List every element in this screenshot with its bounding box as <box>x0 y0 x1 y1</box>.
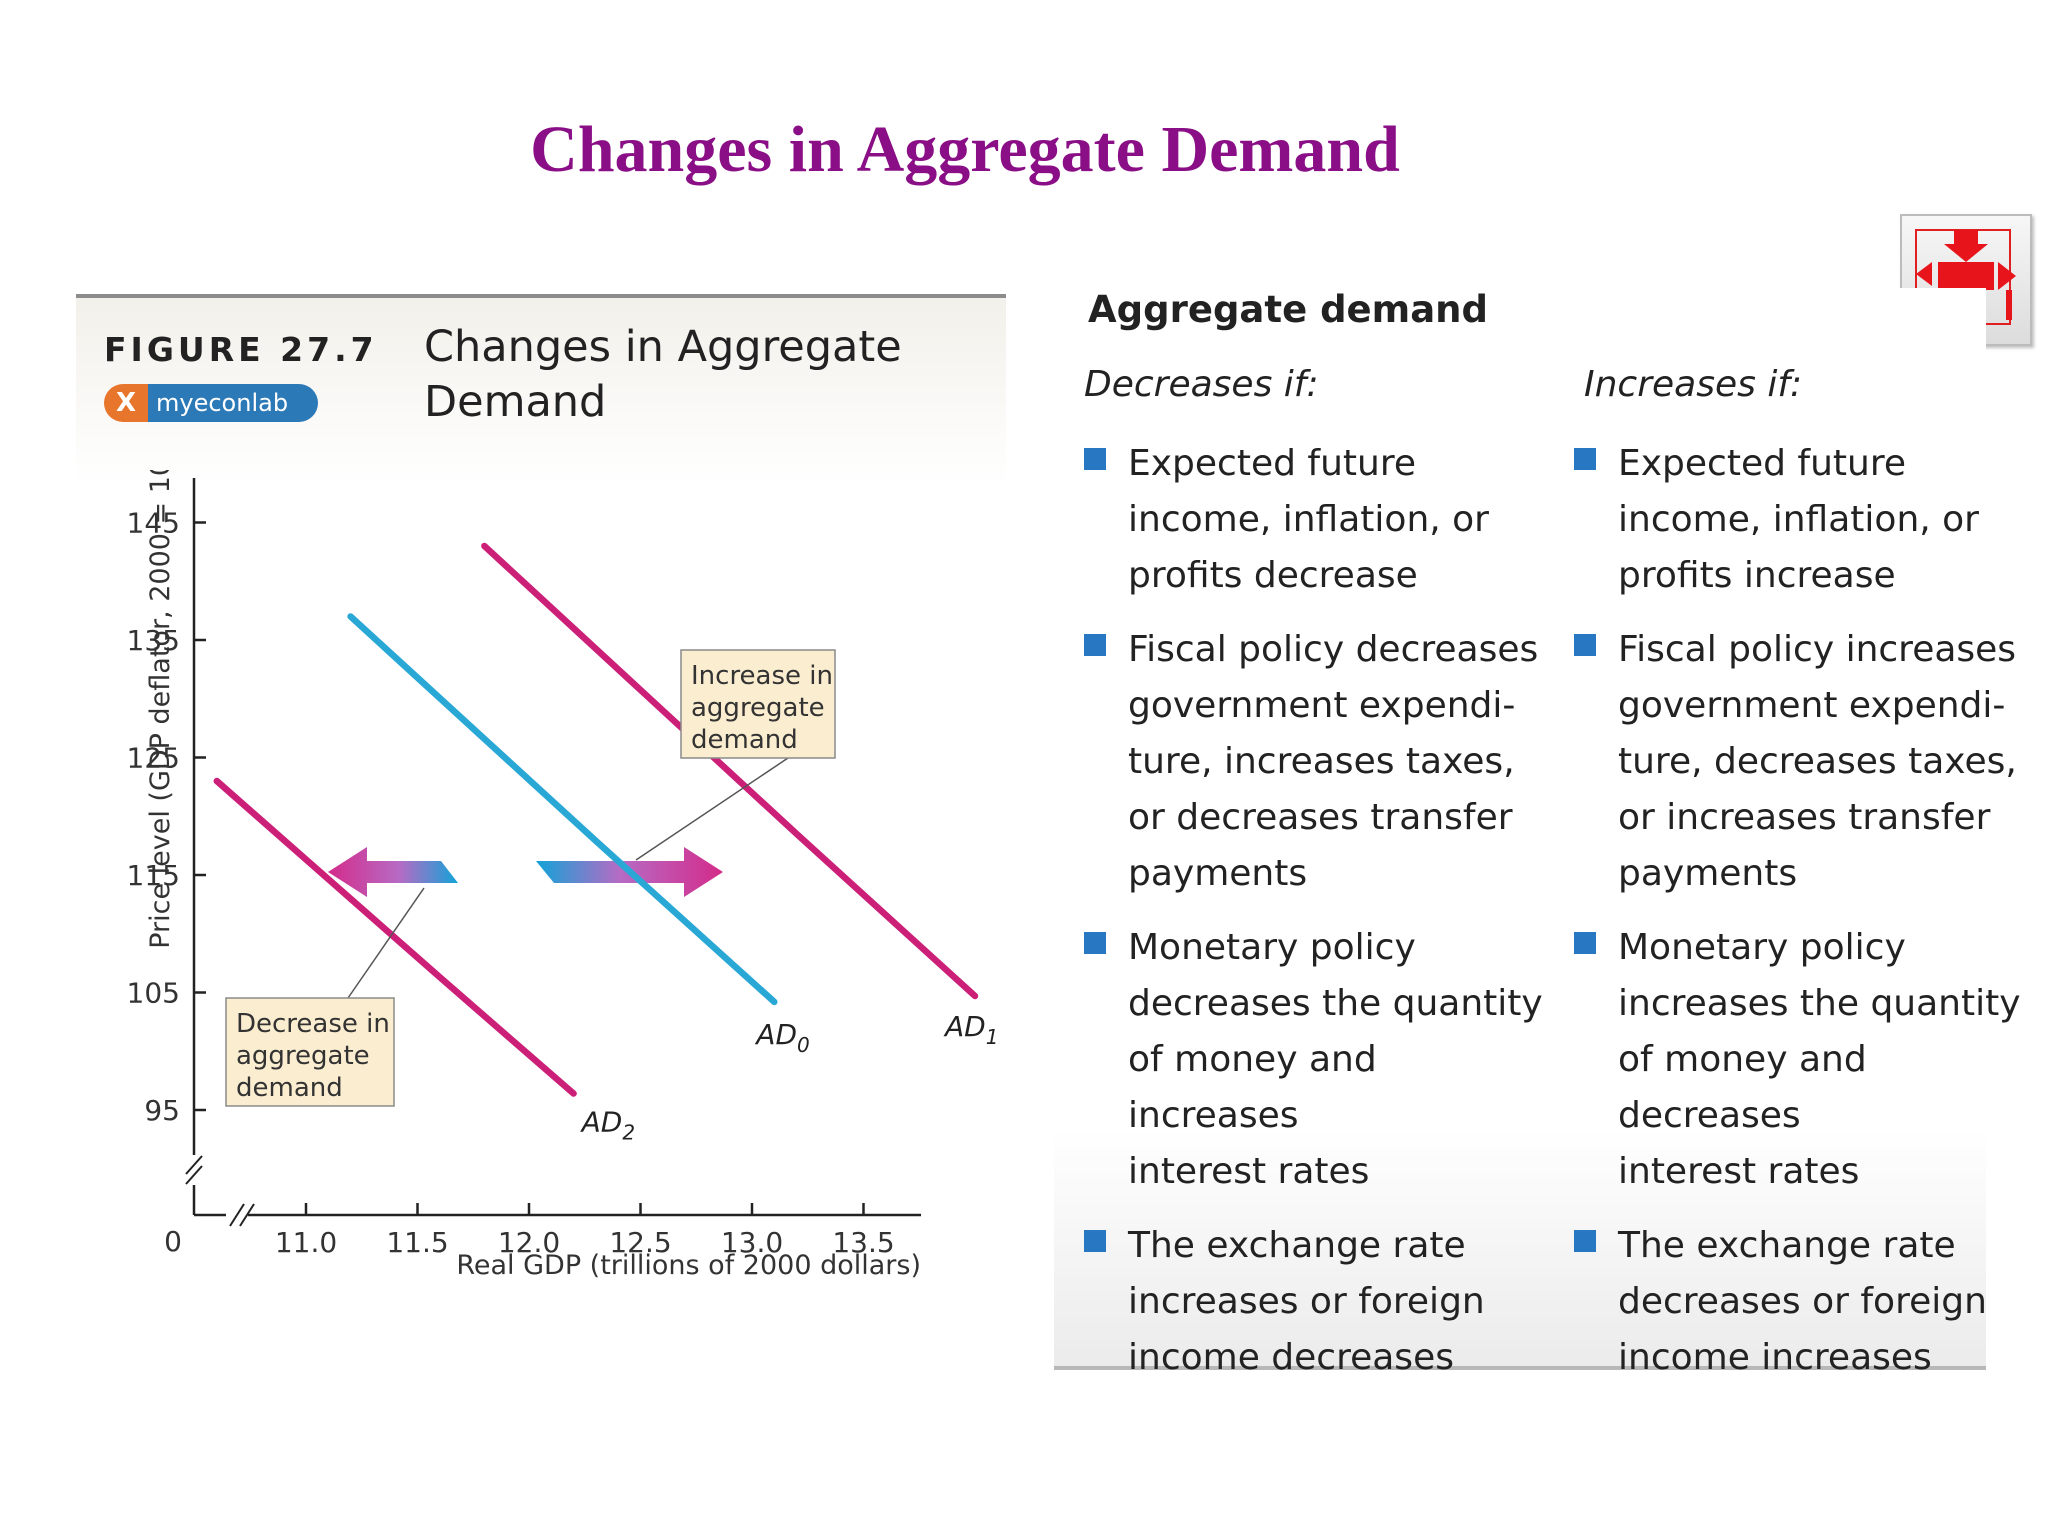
list-item: Expected future income, inflation, or pr… <box>1574 436 2034 604</box>
origin-label: 0 <box>164 1225 182 1258</box>
figure-top-rule <box>76 294 1006 298</box>
series-label-subscript: 2 <box>622 1121 635 1145</box>
item-text: The exchange rate increases or foreign i… <box>1128 1225 1485 1378</box>
annotation-box <box>680 649 836 759</box>
square-bullet-icon <box>1574 1230 1596 1252</box>
x-tick-label: 11.0 <box>275 1226 337 1259</box>
myeconlab-badge: X myeconlab <box>104 384 318 422</box>
square-bullet-icon <box>1084 1230 1106 1252</box>
myeconlab-logo-icon: X <box>116 388 137 418</box>
x-tick-label: 11.5 <box>386 1226 448 1259</box>
square-bullet-icon <box>1574 448 1596 470</box>
y-tick-label: 125 <box>127 742 180 775</box>
annotation-text-line: demand <box>236 1073 343 1103</box>
list-item: Fiscal policy increases government expen… <box>1574 622 2034 902</box>
item-text: Fiscal policy increases government expen… <box>1618 629 2017 894</box>
square-bullet-icon <box>1084 634 1106 656</box>
y-tick-label: 145 <box>127 507 180 540</box>
series-label-name: AD <box>943 1010 986 1043</box>
slide-title: Changes in Aggregate Demand <box>530 113 1400 186</box>
annotation-text-line: aggregate <box>691 693 825 723</box>
y-axis-label: Price level (GDP deflator, 2000 = 100) <box>145 470 176 949</box>
item-text: Monetary policy increases the quantity o… <box>1618 927 2021 1192</box>
y-tick-label: 115 <box>127 859 180 892</box>
figure-title: Changes in Aggregate Demand <box>424 320 984 430</box>
x-axis-break-icon <box>229 1203 245 1227</box>
list-item: Monetary policy decreases the quantity o… <box>1084 920 1544 1200</box>
series-label-name: AD <box>580 1106 623 1139</box>
demand-curve-ad2 <box>213 777 577 1097</box>
square-bullet-icon <box>1084 448 1106 470</box>
list-item: The exchange rate increases or foreign i… <box>1084 1218 1544 1386</box>
increases-column: Expected future income, inflation, or pr… <box>1574 436 2034 1404</box>
brand-name: myeconlab <box>156 389 289 417</box>
list-item: Fiscal policy decreases government expen… <box>1084 622 1544 902</box>
series-label-ad0: AD0 <box>754 1018 809 1057</box>
series-label-ad2: AD2 <box>580 1106 635 1145</box>
x-tick-label: 13.0 <box>721 1226 783 1259</box>
list-item: Expected future income, inflation, or pr… <box>1084 436 1544 604</box>
determinants-bottom-rule <box>1054 1366 1986 1370</box>
list-item: The exchange rate decreases or foreign i… <box>1574 1218 2034 1386</box>
item-text: Expected future income, inflation, or pr… <box>1128 443 1489 596</box>
annotation-text-line: aggregate <box>236 1041 370 1071</box>
demand-curve-ad1 <box>481 542 979 1000</box>
table-heading: Aggregate demand <box>1088 288 1488 331</box>
annotation-text-line: demand <box>691 725 798 755</box>
y-tick-label: 95 <box>144 1094 180 1127</box>
leftward-shift-arrow <box>328 847 458 897</box>
x-tick-label: 13.5 <box>832 1226 894 1259</box>
series-label-name: AD <box>754 1018 797 1051</box>
annotation-leader-line <box>635 757 789 861</box>
y-axis-break-icon-2 <box>185 1165 203 1185</box>
aggregate-demand-chart: 95 105 115 125 135 145 11.0 11.5 12.0 12.5 13.0 13.… <box>127 470 999 1281</box>
figure-title-line-1: Changes in Aggregate <box>424 322 902 372</box>
demand-curve-ad0 <box>347 613 778 1006</box>
square-bullet-icon <box>1574 634 1596 656</box>
increases-heading: Increases if: <box>1584 364 1803 405</box>
y-tick-label: 105 <box>127 977 180 1010</box>
series-label-subscript: 0 <box>797 1033 810 1057</box>
figure-number: FIGURE 27.7 <box>104 330 378 369</box>
annotation-text-line: Decrease in <box>236 1009 390 1039</box>
annotation-leader-line <box>347 887 425 999</box>
figure-title-line-2: Demand <box>424 377 607 427</box>
x-tick-label: 12.5 <box>609 1226 671 1259</box>
square-bullet-icon <box>1084 932 1106 954</box>
determinants-panel <box>1054 288 1986 1368</box>
item-text: Expected future income, inflation, or pr… <box>1618 443 1979 596</box>
decreases-column: Expected future income, inflation, or pr… <box>1084 436 1544 1404</box>
list-item: Monetary policy increases the quantity o… <box>1574 920 2034 1200</box>
annotation-text-line: Increase in <box>691 661 833 691</box>
x-axis-label: Real GDP (trillions of 2000 dollars) <box>456 1250 921 1281</box>
y-tick-label: 135 <box>127 624 180 657</box>
square-bullet-icon <box>1574 932 1596 954</box>
item-text: The exchange rate decreases or foreign i… <box>1618 1225 1987 1378</box>
x-tick-label: 12.0 <box>498 1226 560 1259</box>
figure-panel <box>76 294 1006 1374</box>
y-axis-break-icon <box>185 1155 203 1175</box>
x-axis-break-icon-2 <box>239 1203 255 1227</box>
item-text: Fiscal policy decreases government expen… <box>1128 629 1539 894</box>
decreases-heading: Decreases if: <box>1084 364 1319 405</box>
item-text: Monetary policy decreases the quantity o… <box>1128 927 1543 1192</box>
annotation-box <box>225 997 395 1107</box>
series-label-subscript: 1 <box>986 1025 999 1049</box>
series-label-ad1: AD1 <box>943 1010 998 1049</box>
